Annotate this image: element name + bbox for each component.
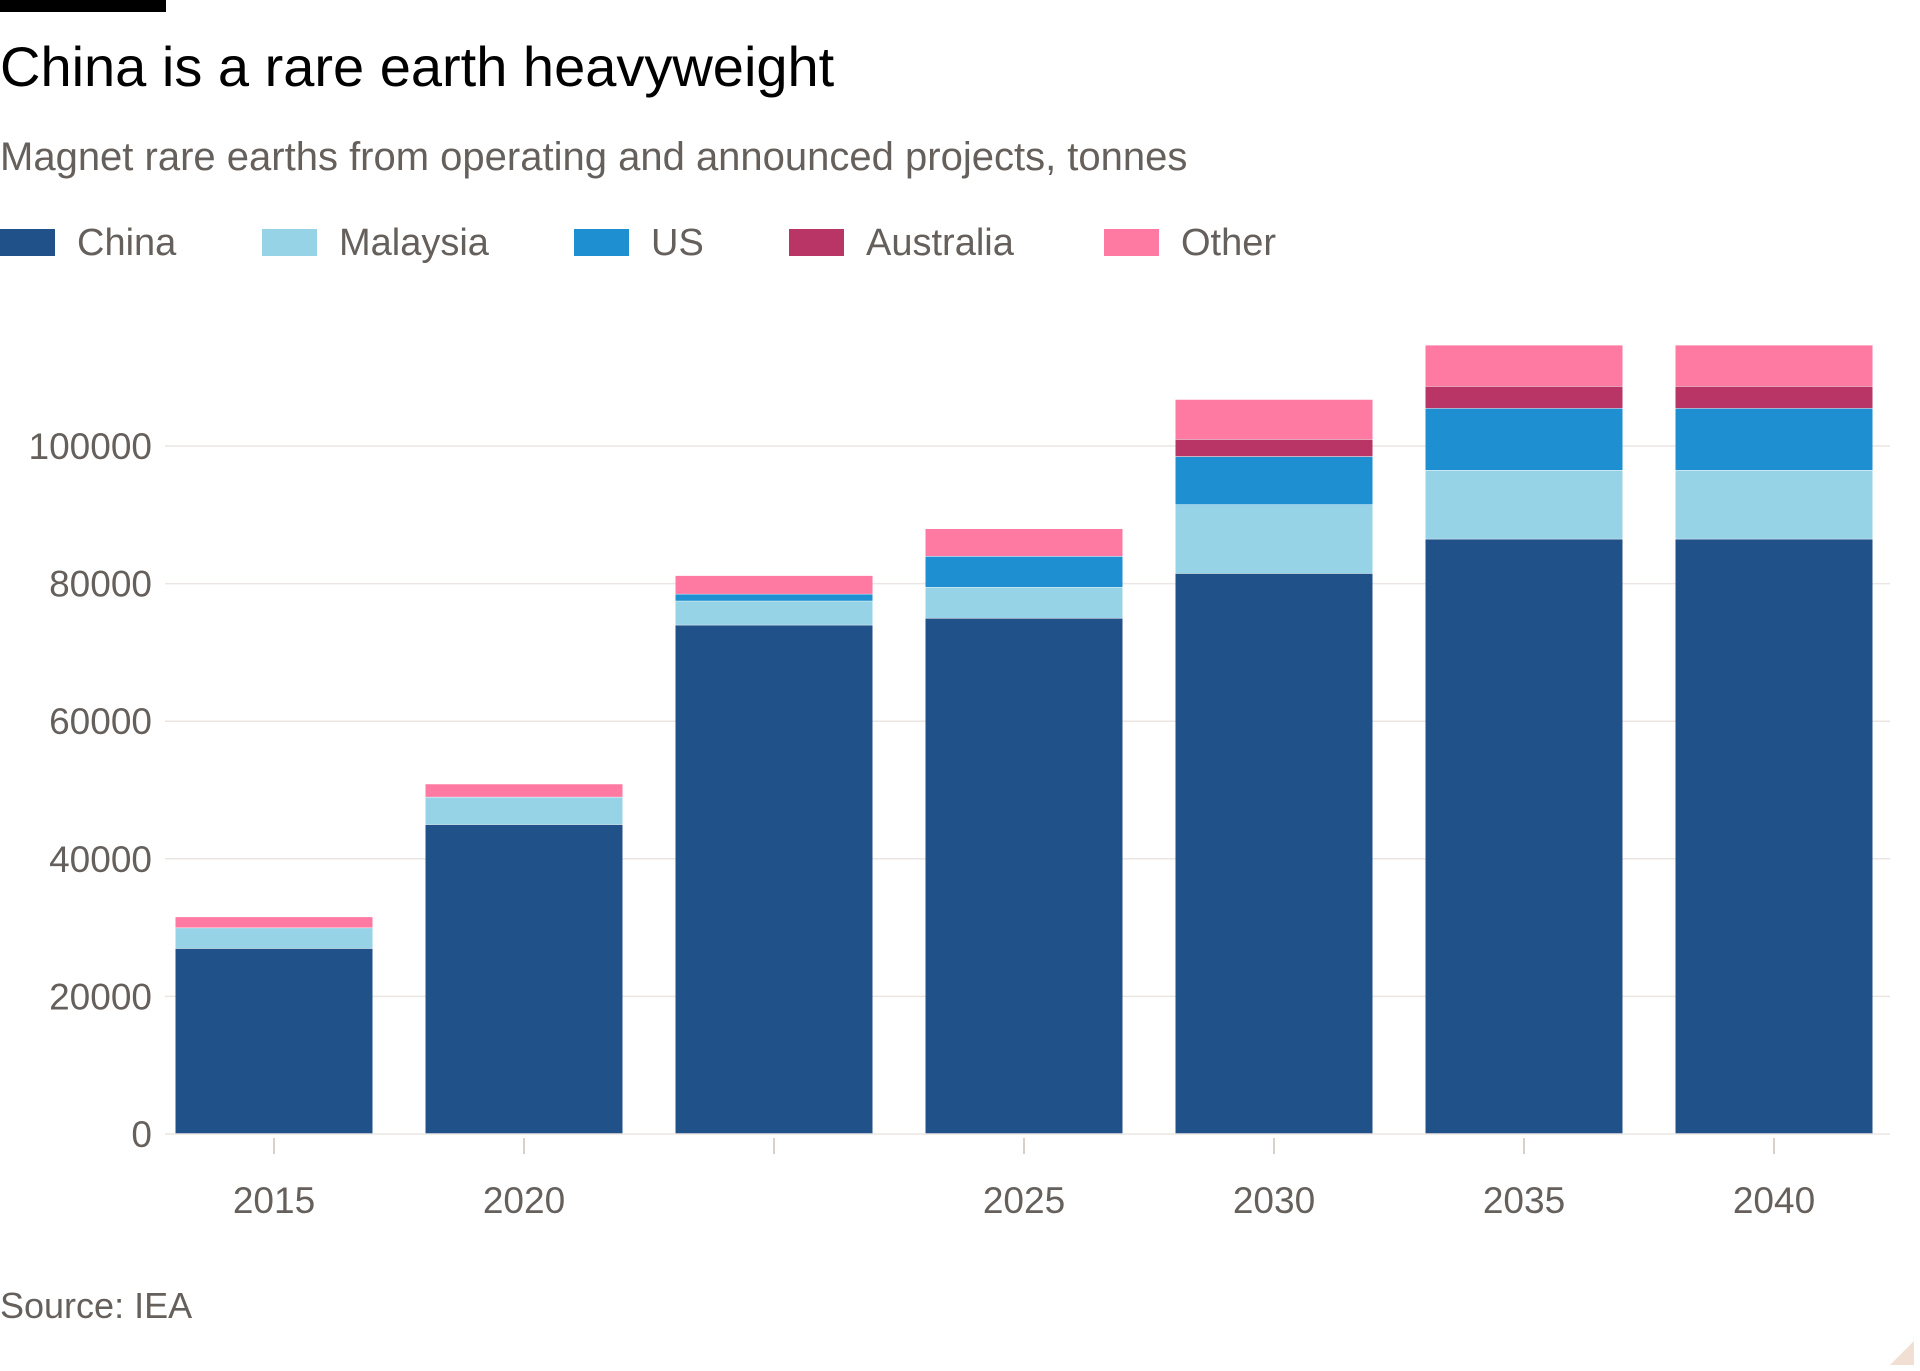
bars: [175, 344, 1873, 1134]
x-tick-label: 2025: [983, 1180, 1065, 1221]
legend-swatch-other: [1104, 229, 1159, 256]
y-tick-label: 40000: [49, 839, 152, 880]
bar-segment-us: [1675, 408, 1873, 471]
y-tick-label: 20000: [49, 976, 152, 1017]
x-tick-label: 2040: [1733, 1180, 1815, 1221]
bar-segment-malaysia: [675, 600, 873, 625]
legend-swatch-malaysia: [262, 229, 317, 256]
y-tick-label: 0: [131, 1114, 152, 1155]
legend-label: Australia: [866, 222, 1014, 264]
bar-segment-australia: [1675, 386, 1873, 409]
bar-segment-other: [925, 528, 1123, 557]
legend-label: Other: [1181, 222, 1277, 264]
bar-segment-other: [175, 916, 373, 928]
legend-swatch-china: [0, 229, 55, 256]
y-tick-label: 80000: [49, 564, 152, 605]
y-tick-label: 100000: [29, 426, 152, 467]
x-tick-label: 2015: [233, 1180, 315, 1221]
bar-segment-china: [925, 618, 1123, 1134]
x-tick-label: 2035: [1483, 1180, 1565, 1221]
x-tick-label: 2030: [1233, 1180, 1315, 1221]
bar-segment-malaysia: [925, 587, 1123, 618]
bar-segment-other: [675, 575, 873, 594]
legend-swatch-us: [574, 229, 629, 256]
bar-segment-malaysia: [1175, 504, 1373, 574]
bar-segment-china: [1175, 573, 1373, 1134]
bar-segment-malaysia: [175, 927, 373, 949]
bar-segment-australia: [1175, 439, 1373, 457]
legend-label: China: [77, 222, 177, 264]
bar-segment-china: [1675, 538, 1873, 1134]
bar-segment-us: [675, 593, 873, 601]
legend-label: US: [651, 222, 704, 264]
bar-segment-china: [425, 824, 623, 1134]
bar-segment-malaysia: [425, 796, 623, 825]
bar-segment-malaysia: [1675, 470, 1873, 539]
bar-segment-other: [1175, 399, 1373, 440]
legend-label: Malaysia: [339, 222, 489, 264]
corner-fold-icon: [1890, 1341, 1914, 1365]
bar-segment-china: [175, 948, 373, 1134]
top-accent-bar: [0, 0, 166, 12]
bar-segment-australia: [1425, 386, 1623, 409]
legend: China Malaysia US Australia Other: [0, 218, 1400, 270]
bar-segment-other: [425, 783, 623, 797]
bar-segment-other: [1425, 344, 1623, 387]
source-note: Source: IEA: [0, 1285, 193, 1326]
bar-segment-china: [675, 624, 873, 1134]
axes: 0 20000 40000 60000 80000 100000 2015 2020 2025 2…: [29, 426, 1890, 1221]
chart-subtitle: Magnet rare earths from operating and an…: [0, 135, 1188, 179]
x-tick-label: 2020: [483, 1180, 565, 1221]
bar-segment-us: [1175, 456, 1373, 505]
bar-segment-us: [1425, 408, 1623, 471]
bar-segment-china: [1425, 538, 1623, 1134]
stacked-bar-chart: 0 20000 40000 60000 80000 100000 2015 2020 2025 2…: [29, 344, 1890, 1221]
bar-segment-us: [925, 556, 1123, 588]
bar-segment-malaysia: [1425, 470, 1623, 539]
legend-swatch-australia: [789, 229, 844, 256]
y-tick-label: 60000: [49, 701, 152, 742]
bar-segment-other: [1675, 344, 1873, 387]
chart-title: China is a rare earth heavyweight: [0, 35, 835, 98]
